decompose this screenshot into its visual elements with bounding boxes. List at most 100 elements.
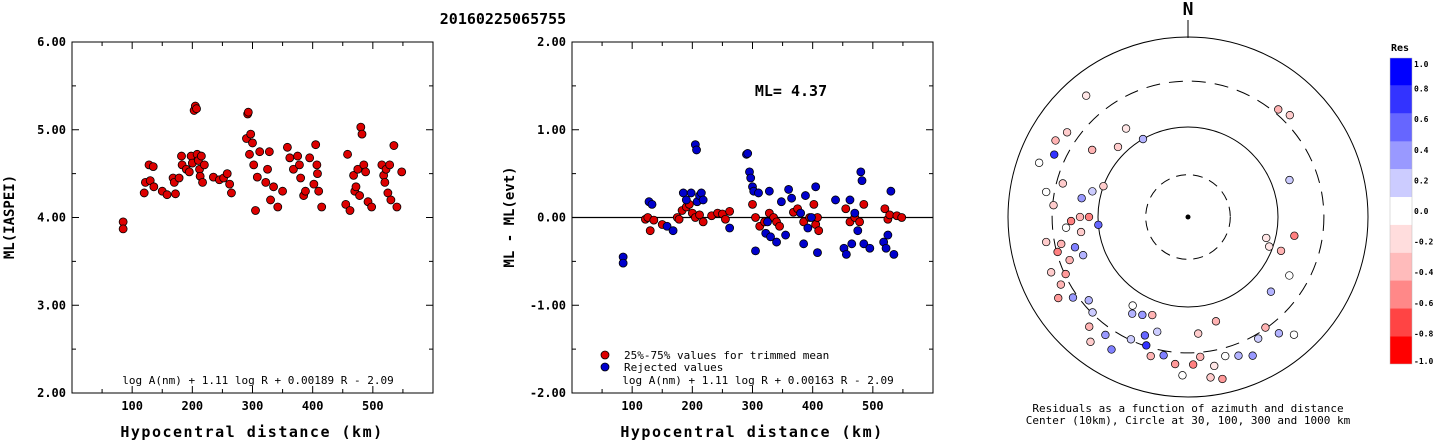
trimmed-mean-point xyxy=(721,214,730,224)
rejected-point xyxy=(698,195,708,205)
residual-station-point xyxy=(1049,201,1058,210)
rejected-point xyxy=(784,185,793,194)
residual-station-point xyxy=(1254,334,1263,343)
ml-iaspei-point xyxy=(222,169,232,179)
ml-iaspei-point xyxy=(367,202,377,212)
trimmed-mean-point xyxy=(674,214,684,224)
colorbar-tick-label: -0.8 xyxy=(1414,329,1433,338)
rejected-point xyxy=(881,243,891,253)
residual-station-point xyxy=(1121,124,1131,133)
colorbar-swatch xyxy=(1390,58,1412,86)
colorbar-swatch xyxy=(1390,197,1412,225)
north-label: N xyxy=(1183,0,1194,20)
ml-iaspei-y-tick-label: 4.00 xyxy=(37,211,66,225)
ml-iaspei-point xyxy=(227,188,236,198)
residual-station-point xyxy=(1085,322,1094,331)
rejected-point xyxy=(865,243,875,253)
rejected-point xyxy=(859,239,869,249)
colorbar-swatch xyxy=(1390,336,1412,364)
colorbar-swatch xyxy=(1390,252,1412,281)
ml-iaspei-point xyxy=(282,142,292,152)
colorbar-tick-label: 0.6 xyxy=(1414,115,1429,124)
distance-ring xyxy=(1097,126,1279,308)
rejected-point xyxy=(681,195,691,205)
ml-iaspei-point xyxy=(351,182,361,192)
residual-station-point xyxy=(1075,212,1085,222)
residual-station-point xyxy=(1076,227,1086,237)
colorbar-tick-label: 0.8 xyxy=(1414,85,1429,94)
residual-station-point xyxy=(1042,187,1051,197)
colorbar: 1.0 0.8 0.6 0.4 0.2 0.0 -0.2 -0.4 -0.6 -0.8 -1.0 xyxy=(1389,57,1433,366)
ml-iaspei-point xyxy=(199,160,209,170)
residual-station-point xyxy=(1138,310,1147,320)
colorbar-tick-label: -1.0 xyxy=(1414,357,1433,366)
ml-iaspei-point xyxy=(225,179,235,189)
trimmed-mean-point xyxy=(751,213,760,222)
residual-station-point xyxy=(1057,239,1066,249)
residual-station-point xyxy=(1266,287,1276,296)
trimmed-mean-point xyxy=(859,199,869,209)
residual-station-point xyxy=(1066,216,1076,226)
residual-station-point xyxy=(1290,231,1299,240)
ml-iaspei-point xyxy=(255,147,265,157)
ml-iaspei-point xyxy=(148,162,158,172)
residual-station-point xyxy=(1128,301,1137,310)
colorbar-tick-label: 0.2 xyxy=(1414,176,1429,185)
residual-station-point xyxy=(1234,351,1243,360)
residual-station-point xyxy=(1211,317,1221,326)
residual-station-point xyxy=(1078,251,1088,260)
residual-station-point xyxy=(1261,323,1270,332)
ml-iaspei-point xyxy=(314,186,324,196)
residual-station-point xyxy=(1148,310,1157,320)
ml-iaspei-point xyxy=(301,186,310,196)
residual-station-point xyxy=(1061,223,1071,232)
residual-station-point xyxy=(1206,373,1215,382)
residual-station-point xyxy=(1210,361,1219,371)
rejected-point xyxy=(668,226,678,236)
residual-station-point xyxy=(1289,330,1299,339)
rejected-point xyxy=(856,167,866,177)
ml-iaspei-x-axis-label: Hypocentral distance (km) xyxy=(120,423,383,441)
residual-station-point xyxy=(1196,352,1205,362)
distance-ring xyxy=(1145,174,1231,260)
rejected-point xyxy=(746,173,756,183)
residual-station-point xyxy=(1056,280,1066,289)
residual-station-point xyxy=(1138,134,1148,144)
ml-iaspei-point xyxy=(397,167,407,177)
rejected-point xyxy=(889,249,899,259)
rejected-point xyxy=(754,188,763,198)
residual-station-point xyxy=(1094,220,1103,229)
colorbar-outline xyxy=(1389,57,1413,365)
rejected-point xyxy=(850,208,860,218)
trimmed-mean-point xyxy=(649,215,659,225)
trimmed-mean-point xyxy=(885,210,895,220)
ml-iaspei-point xyxy=(311,140,321,150)
residual-station-point xyxy=(1221,351,1230,361)
ml-iaspei-point xyxy=(278,186,287,196)
colorbar-tick-label: 0.4 xyxy=(1414,146,1429,155)
residual-map-panel: N Residuals as a function of azimuth and… xyxy=(1007,0,1433,427)
residual-station-point xyxy=(1265,242,1274,251)
ml-iaspei-point xyxy=(174,173,184,183)
ml-iaspei-point xyxy=(361,167,371,177)
ml-iaspei-point xyxy=(392,202,402,212)
ml-iaspei-point xyxy=(380,177,390,187)
ml-iaspei-point xyxy=(251,206,260,215)
ml-iaspei-point xyxy=(285,153,295,163)
ml-value-label: ML= 4.37 xyxy=(755,82,827,100)
colorbar-tick-label: 1.0 xyxy=(1414,60,1429,69)
residual-station-point xyxy=(1153,327,1162,336)
ml-iaspei-y-tick-label: 5.00 xyxy=(37,123,66,137)
ml-iaspei-point xyxy=(349,170,358,180)
colorbar-swatch xyxy=(1390,224,1412,253)
ml-iaspei-point xyxy=(355,191,364,200)
ml-iaspei-point xyxy=(248,138,257,148)
rejected-point xyxy=(845,195,855,205)
rejected-point xyxy=(853,226,863,236)
ml-iaspei-point xyxy=(264,147,274,157)
residual-station-point xyxy=(1285,271,1294,280)
residual-station-point xyxy=(1113,142,1123,152)
ml-iaspei-point xyxy=(177,151,186,161)
residual-station-point xyxy=(1126,335,1136,344)
